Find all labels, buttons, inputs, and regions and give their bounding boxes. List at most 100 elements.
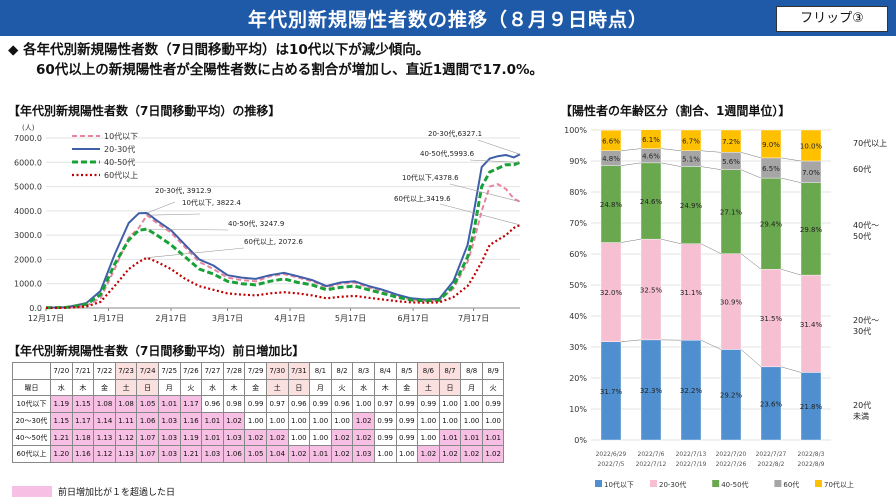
ratio-cell: 0.99	[395, 412, 419, 430]
bar-segment	[760, 129, 782, 159]
connector-line	[700, 166, 722, 170]
annotation-label: 10代以下,4378.6	[402, 173, 459, 182]
summary-bullets: ◆ 各年代別新規陽性者数（7日間移動平均）は10代以下が減少傾向。 60代以上の…	[8, 40, 888, 80]
page-title: 年代別新規陽性者数の推移（８月９日時点）	[247, 9, 648, 31]
connector-line	[620, 162, 642, 166]
connector-line	[740, 349, 762, 368]
ratio-cell: 1.02	[352, 412, 375, 430]
bar-segment	[720, 129, 742, 153]
x-tick-label: 1月17日	[93, 314, 124, 323]
ratio-cell: 1.07	[136, 445, 159, 464]
ratio-cell: 0.99	[244, 395, 267, 414]
annotation-leader	[146, 201, 176, 214]
annotation-leader	[146, 228, 229, 231]
bar-value-label: 32.0%	[600, 289, 623, 297]
connector-line	[740, 169, 762, 179]
y-tick-label: 3000.0	[14, 231, 42, 240]
bar-value-label: 6.6%	[602, 138, 620, 146]
date-header: 7/30	[265, 362, 289, 380]
weekday-header: 日	[136, 378, 159, 397]
ratio-cell: 1.02	[438, 445, 462, 464]
y-tick-label: 80%	[569, 188, 587, 197]
y-tick-label: 7000.0	[14, 134, 42, 143]
connector-line	[620, 148, 642, 152]
ratio-cell: 1.00	[265, 412, 289, 430]
side-label: 20代～	[853, 315, 879, 325]
connector-line	[700, 339, 722, 350]
bar-value-label: 29.4%	[760, 221, 783, 229]
x-category-label: 2022/6/29	[596, 451, 627, 458]
ratio-cell: 0.96	[330, 395, 354, 414]
ratio-cell: 0.99	[373, 428, 397, 447]
x-category-label: 2022/7/19	[676, 461, 707, 468]
connector-line	[620, 339, 642, 342]
y-tick-label: 1000.0	[14, 280, 42, 289]
y-tick-label: 40%	[569, 312, 587, 321]
bar-value-label: 24.9%	[680, 202, 703, 210]
weekday-header: 火	[481, 378, 505, 397]
bar-segment	[640, 129, 662, 149]
bar-value-label: 29.2%	[720, 392, 743, 400]
date-header: 7/31	[287, 362, 311, 380]
bar-value-label: 7.2%	[722, 138, 740, 146]
y-tick-label: 20%	[569, 374, 587, 383]
ratio-cell: 1.02	[352, 428, 375, 447]
ratio-cell: 1.18	[71, 428, 95, 447]
ratio-cell: 0.96	[287, 395, 311, 414]
weekday-header: 日	[438, 378, 462, 397]
date-header: 8/2	[330, 362, 354, 380]
x-category-label: 2022/8/9	[798, 461, 825, 468]
bar-value-label: 6.1%	[642, 136, 660, 144]
bar-value-label: 4.8%	[602, 155, 620, 163]
date-header: 7/24	[136, 362, 159, 380]
ratio-cell: 0.97	[373, 395, 397, 414]
ratio-cell: 0.99	[481, 395, 505, 414]
date-header: 8/9	[481, 362, 505, 380]
weekday-header: 火	[330, 378, 354, 397]
table-row: 20～30代 1.15 1.17 1.14 1.11 1.06 1.03 1.16 1.01 1.…	[12, 412, 505, 430]
ratio-cell: 1.05	[136, 395, 159, 414]
date-header: 7/29	[244, 362, 267, 380]
ratio-cell: 1.03	[157, 412, 181, 430]
bar-value-label: 6.7%	[682, 137, 700, 145]
connector-line	[660, 238, 682, 245]
bar-segment	[680, 129, 702, 151]
ratio-cell: 1.19	[50, 395, 73, 414]
ratio-cell: 1.01	[201, 428, 224, 447]
date-header: 8/3	[352, 362, 375, 380]
ratio-cell: 1.00	[417, 428, 440, 447]
ratio-cell: 1.02	[330, 445, 354, 464]
y-tick-label: 30%	[569, 343, 587, 352]
ratio-cell: 1.01	[438, 428, 462, 447]
bar-value-label: 31.4%	[800, 321, 823, 329]
ratio-cell: 1.01	[481, 428, 505, 447]
ratio-cell: 1.08	[93, 395, 116, 414]
ratio-cell: 1.00	[481, 412, 505, 430]
bar-chart-title: 【陽性者の年齢区分（割合、1週間単位）】	[560, 104, 791, 118]
ratio-cell: 1.21	[179, 445, 203, 464]
row-header: 曜日	[12, 378, 51, 397]
line-chart: 0.0 1000.0 2000.0 3000.0 4000.0 5000.0 6000.0 7…	[14, 124, 521, 323]
annotation-label: 40-50代, 3247.9	[228, 219, 284, 228]
weekday-header: 土	[265, 378, 289, 397]
x-tick-label: 2月17日	[155, 314, 186, 323]
y-tick-label: 2000.0	[14, 255, 42, 264]
weekday-header: 水	[352, 378, 375, 397]
bar-value-label: 24.8%	[600, 201, 623, 209]
bullet-line-2: 60代以上の新規陽性者が全陽性者数に占める割合が増加し、直近1週間で17.0%。	[36, 62, 544, 78]
weekday-header: 月	[157, 378, 181, 397]
ratio-cell: 0.97	[265, 395, 289, 414]
annotation-label: 20-30代,6327.1	[428, 129, 482, 138]
x-category-label: 2022/7/5	[598, 461, 625, 468]
legend-label: 10代以下	[604, 480, 634, 489]
legend-label: 70代以上	[824, 480, 854, 489]
ratio-cell: 1.02	[222, 412, 246, 430]
ratio-cell: 1.12	[93, 445, 116, 464]
table-title: 【年代別新規陽性者数（7日間移動平均）前日増加比】	[8, 344, 305, 358]
ratio-cell: 1.00	[330, 412, 354, 430]
weekday-header: 金	[395, 378, 419, 397]
ratio-cell: 0.99	[417, 395, 440, 414]
ratio-cell: 1.07	[136, 428, 159, 447]
ratio-cell: 1.06	[136, 412, 159, 430]
annotation-leader	[439, 203, 521, 226]
